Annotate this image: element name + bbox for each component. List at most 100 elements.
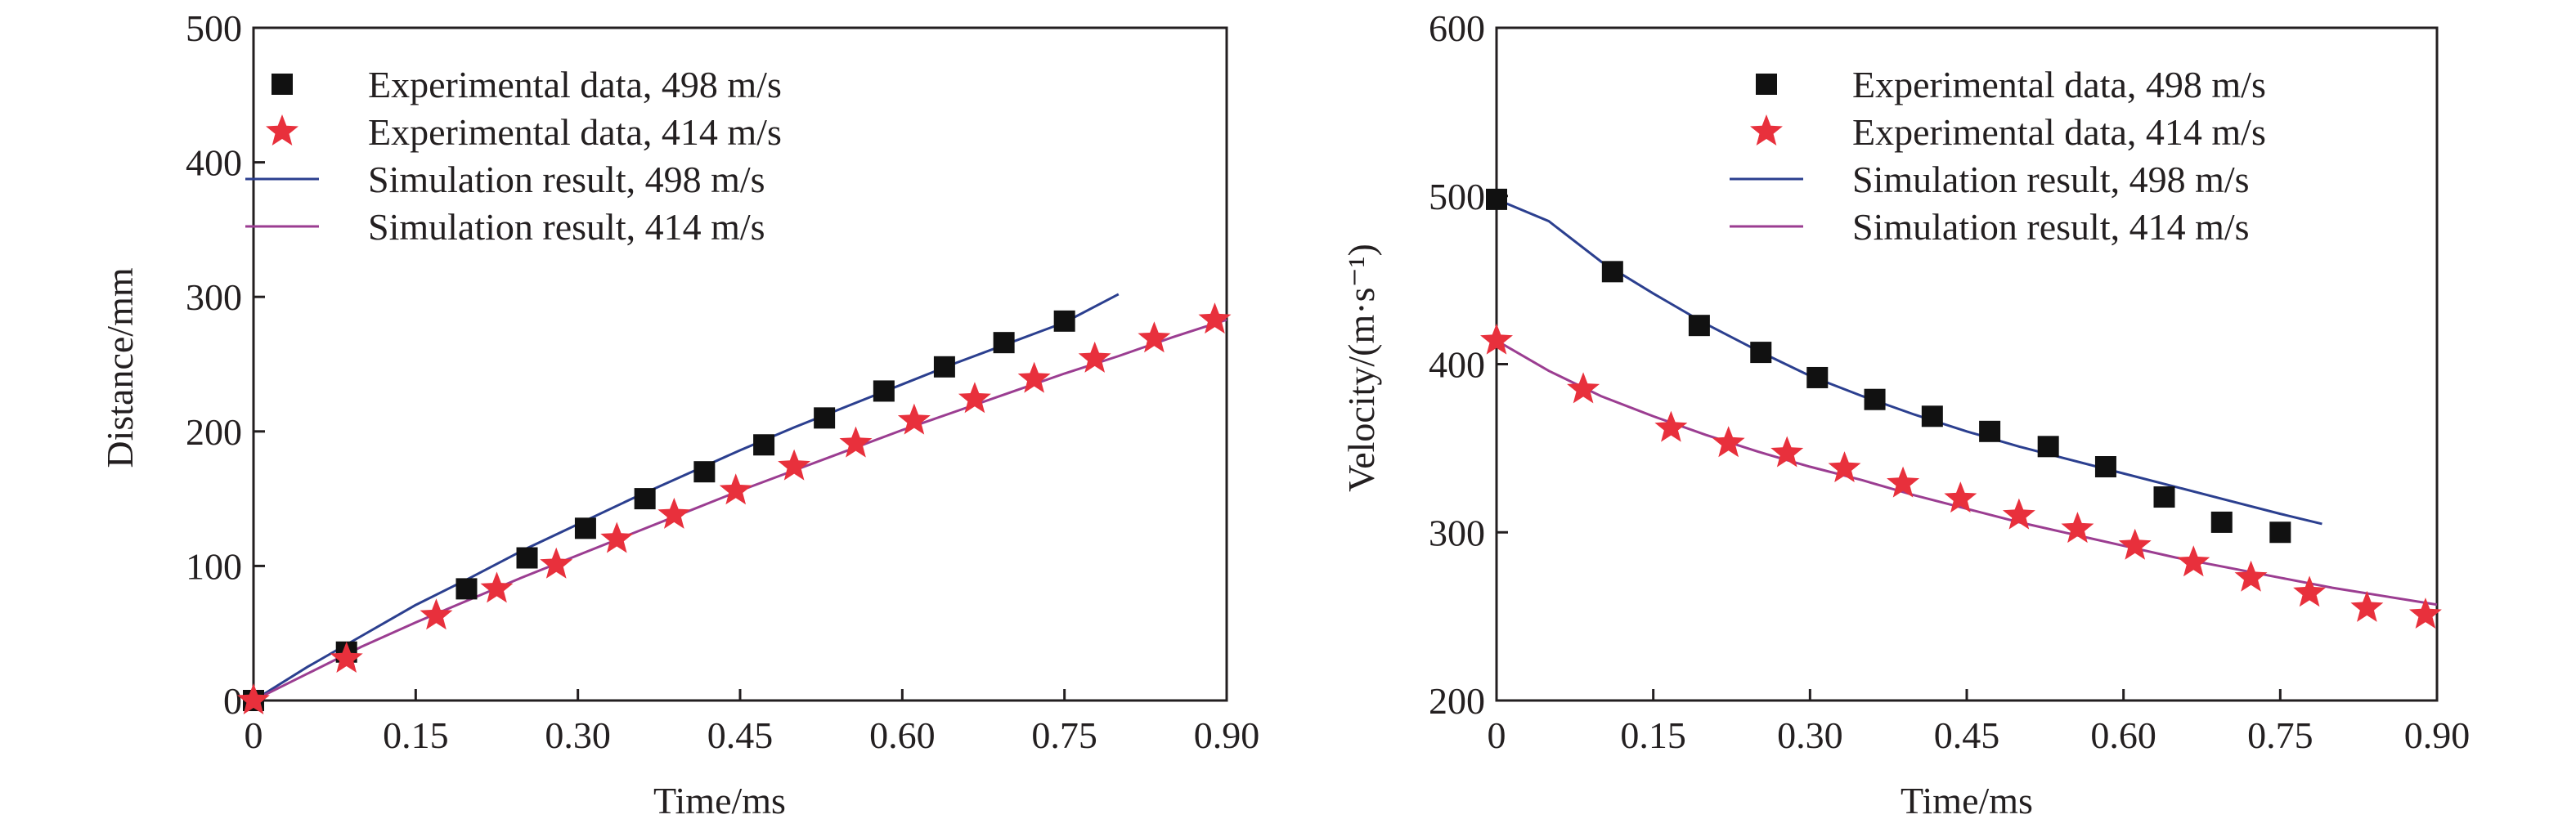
data-point-square [2094,456,2116,478]
x-tick-label: 0.90 [2404,714,2471,756]
data-point-star [2350,590,2384,622]
data-point-star [839,426,873,458]
legend-star-marker [1750,114,1783,145]
distance-chart: Time/ms Distance/mm 0 0.15 0.30 0.45 0.60 0.7… [99,7,1259,821]
data-point-star [1712,426,1745,458]
data-point-star [1887,466,1920,498]
data-point-star [2002,498,2035,530]
data-point-star [480,571,514,603]
y-tick-label: 500 [186,7,242,49]
legend-star-marker [266,114,298,145]
data-point-star [778,449,811,481]
y-tick-label: 300 [1429,512,1485,553]
x-tick-label: 0.15 [1620,714,1686,756]
data-point-square [933,356,955,378]
data-point-square [2037,436,2059,458]
data-point-square [1750,342,1772,364]
y-tick-label: 500 [1429,176,1485,217]
data-point-square [2269,521,2291,544]
data-point-star [1567,372,1600,404]
data-point-square [1806,366,1829,388]
data-point-star [1770,436,1804,468]
y-tick-label: 300 [186,276,242,318]
data-point-star [2293,575,2327,607]
data-point-square [1864,388,1886,410]
data-point-square [1979,420,2001,442]
data-point-star [1198,302,1232,334]
x-tick-label: 0.30 [1777,714,1843,756]
data-point-star [1654,410,1688,442]
data-point-square [1601,261,1623,283]
data-point-square [1053,310,1075,332]
data-point-star [1017,361,1051,393]
data-point-star [600,521,634,553]
legend: Experimental data, 498 m/s Experimental d… [1730,64,2266,248]
data-point-square [1688,315,1710,337]
data-point-square [1486,188,1507,210]
data-point-star [1828,451,1861,483]
x-tick-label: 0.15 [383,714,449,756]
legend-label: Simulation result, 498 m/s [368,159,765,200]
data-point-square [2153,486,2175,508]
data-point-square [993,332,1015,354]
y-tick-label: 200 [1429,680,1485,722]
legend-square-marker [272,74,293,95]
y-tick-label: 400 [1429,344,1485,386]
data-point-star [1944,481,1977,513]
legend-square-marker [1756,74,1777,95]
y-axis-label: Velocity/(m·s⁻¹) [1340,244,1382,492]
velocity-chart: Time/ms Velocity/(m·s⁻¹) 0 0.15 0.30 0.45 0.… [1340,7,2470,821]
data-point-star [2061,512,2094,544]
legend-label: Experimental data, 498 m/s [368,64,782,105]
data-point-star [897,403,931,435]
data-point-square [634,488,656,510]
y-tick-label: 600 [1429,7,1485,49]
data-point-square [574,517,596,539]
series-line [1496,339,2438,606]
legend-label: Simulation result, 414 m/s [1852,206,2250,248]
legend-label: Simulation result, 498 m/s [1852,159,2250,200]
data-point-star [2118,528,2152,560]
series-line [253,293,1120,702]
data-point-star [657,497,691,529]
data-point-star [1138,321,1171,353]
data-point-square [814,407,836,429]
data-point-square [873,380,895,402]
data-point-star [540,547,573,579]
data-point-star [330,641,363,673]
series-line [1496,198,2322,526]
data-point-square [2210,511,2233,533]
y-tick-label: 200 [186,411,242,453]
data-point-star [2177,545,2210,577]
x-tick-label: 0.45 [707,714,774,756]
series-line [253,318,1227,702]
x-axis-label: Time/ms [1901,780,2033,821]
legend: Experimental data, 498 m/s Experimental d… [245,64,782,248]
legend-label: Experimental data, 414 m/s [1852,111,2266,153]
y-tick-label: 400 [186,142,242,184]
data-point-square [1921,405,1943,427]
data-point-star [1480,323,1513,355]
x-tick-label: 0.90 [1194,714,1260,756]
data-point-star [1078,341,1111,373]
x-tick-label: 0.30 [545,714,611,756]
data-point-star [719,473,752,505]
data-point-square [693,461,716,483]
data-point-square [516,547,538,569]
data-point-star [2408,598,2442,629]
y-axis-label: Distance/mm [99,267,141,468]
x-tick-label: 0.60 [2090,714,2156,756]
data-point-star [420,598,453,630]
y-tick-label: 0 [223,680,242,722]
x-tick-label: 0.75 [2247,714,2313,756]
x-tick-label: 0 [245,714,263,756]
x-tick-label: 0 [1488,714,1506,756]
x-tick-label: 0.60 [869,714,936,756]
legend-label: Simulation result, 414 m/s [368,206,765,248]
legend-label: Experimental data, 414 m/s [368,111,782,153]
data-point-star [958,382,991,414]
legend-label: Experimental data, 498 m/s [1852,64,2266,105]
x-tick-label: 0.45 [1934,714,2000,756]
x-tick-label: 0.75 [1031,714,1097,756]
